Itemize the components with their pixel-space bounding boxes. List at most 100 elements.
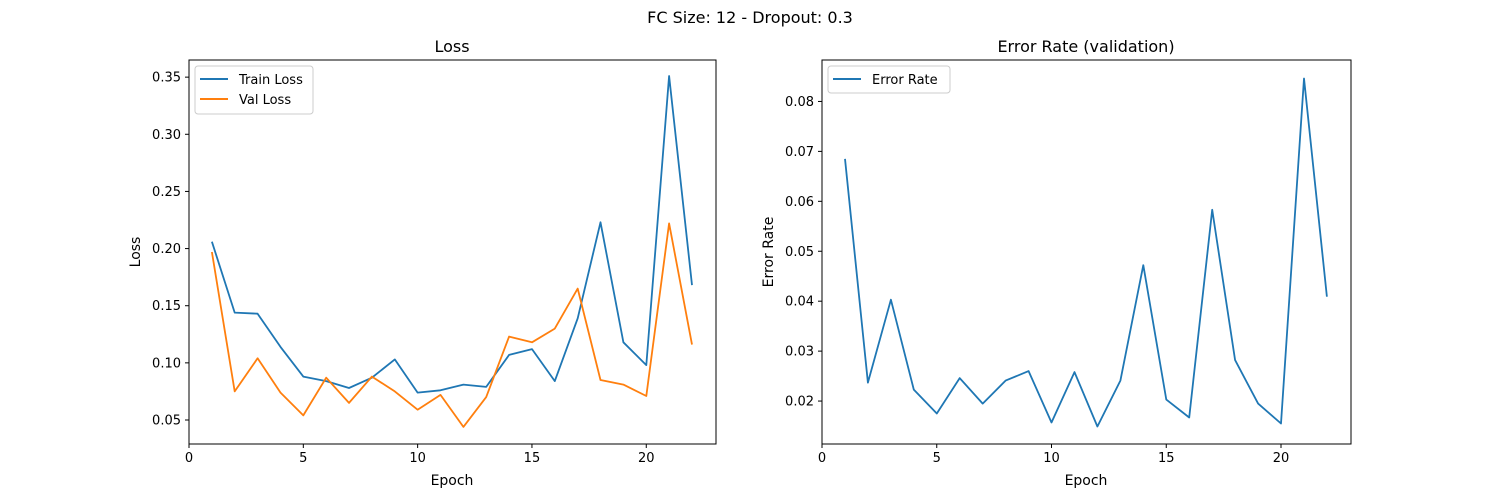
loss-x-axis-label: Epoch [431, 473, 474, 489]
loss-point-train-loss [347, 386, 352, 391]
loss-x-tick-label: 0 [185, 451, 193, 466]
loss-x-tick-label: 10 [409, 451, 426, 466]
error-rate-point-error-rate [1072, 370, 1077, 375]
error-rate-point-error-rate [934, 411, 939, 416]
loss-point-val-loss [598, 378, 603, 383]
error-rate-point-error-rate [1256, 401, 1261, 406]
error-rate-x-tick-label: 5 [933, 451, 941, 466]
loss-series-val-loss [211, 222, 693, 428]
error-rate-legend-box [827, 65, 951, 94]
loss-point-train-loss [438, 388, 443, 393]
loss-y-tick-label: 0.15 [152, 299, 181, 314]
loss-y-tick-label: 0.25 [152, 185, 181, 200]
loss-point-val-loss [369, 374, 374, 379]
loss-x-tick-label: 15 [524, 451, 541, 466]
loss-point-val-loss [552, 326, 557, 331]
loss-point-train-loss [392, 357, 397, 362]
error-rate-y-tick-label: 0.08 [785, 95, 814, 110]
loss-point-val-loss [415, 407, 420, 412]
error-rate-point-error-rate [1003, 378, 1008, 383]
loss-point-val-loss [667, 221, 672, 226]
loss-point-train-loss [484, 384, 489, 389]
loss-point-val-loss [461, 424, 466, 429]
loss-point-val-loss [621, 382, 626, 387]
loss-y-tick-label: 0.05 [152, 414, 181, 429]
error-rate-y-tick-label: 0.06 [785, 195, 814, 210]
loss-point-val-loss [438, 392, 443, 397]
loss-point-val-loss [575, 286, 580, 291]
loss-point-val-loss [301, 413, 306, 418]
error-rate-point-error-rate [888, 297, 893, 302]
error-rate-point-error-rate [865, 380, 870, 385]
loss-point-train-loss [507, 352, 512, 357]
loss-chart-title: Loss [434, 37, 469, 56]
error-rate-point-error-rate [1279, 421, 1284, 426]
error-rate-point-error-rate [980, 401, 985, 406]
error-rate-x-tick-label: 20 [1273, 451, 1290, 466]
error-rate-legend-label: Error Rate [872, 73, 938, 88]
error-rate-y-tick-label: 0.05 [785, 245, 814, 260]
error-rate-point-error-rate [1187, 415, 1192, 420]
loss-point-val-loss [232, 389, 237, 394]
loss-point-train-loss [301, 374, 306, 379]
loss-series-train-loss [211, 75, 693, 394]
error-rate-point-error-rate [1049, 420, 1054, 425]
error-rate-point-error-rate [1324, 294, 1329, 299]
error-rate-point-error-rate [1164, 397, 1169, 402]
loss-point-train-loss [689, 283, 694, 288]
error-rate-x-tick-label: 0 [818, 451, 826, 466]
loss-point-val-loss [507, 334, 512, 339]
loss-y-axis-label: Loss [128, 237, 144, 268]
loss-point-val-loss [255, 356, 260, 361]
error-rate-legend: Error Rate [827, 65, 951, 94]
error-rate-x-axis-label: Epoch [1065, 473, 1108, 489]
error-rate-x-tick-label: 10 [1043, 451, 1060, 466]
error-rate-point-error-rate [1141, 263, 1146, 268]
loss-chart: Loss Epoch Loss 0 5 10 15 20 0.05 0.10 0.15 0.20… [128, 37, 717, 489]
loss-point-val-loss [278, 390, 283, 395]
loss-point-train-loss [232, 310, 237, 315]
loss-point-train-loss [209, 239, 214, 244]
error-rate-point-error-rate [911, 387, 916, 392]
loss-point-train-loss [644, 363, 649, 368]
loss-point-val-loss [392, 389, 397, 394]
loss-lines [209, 74, 694, 429]
loss-x-tick-label: 5 [299, 451, 307, 466]
error-rate-plot-area [821, 59, 1352, 445]
loss-x-tick-label: 20 [638, 451, 655, 466]
loss-point-val-loss [324, 375, 329, 380]
loss-y-tick-label: 0.10 [152, 356, 181, 371]
loss-ticks: 0 5 10 15 20 0.05 0.10 0.15 0.20 0.25 0.30 0.35 [152, 71, 654, 466]
error-rate-y-tick-label: 0.07 [785, 145, 814, 160]
loss-point-train-loss [461, 382, 466, 387]
error-rate-y-axis-label: Error Rate [761, 217, 777, 288]
loss-point-train-loss [278, 344, 283, 349]
error-rate-ticks: 0 5 10 15 20 0.02 0.03 0.04 0.05 0.06 0.07 0.08 [785, 95, 1289, 466]
error-rate-y-tick-label: 0.03 [785, 345, 814, 360]
loss-point-train-loss [529, 347, 534, 352]
error-rate-point-error-rate [1210, 207, 1215, 212]
loss-point-train-loss [598, 220, 603, 225]
error-rate-y-tick-label: 0.04 [785, 295, 814, 310]
loss-y-tick-label: 0.20 [152, 242, 181, 257]
error-rate-chart: Error Rate (validation) Epoch Error Rate… [761, 37, 1352, 489]
loss-plot-area [188, 59, 717, 445]
error-rate-point-error-rate [842, 156, 847, 161]
error-rate-chart-title: Error Rate (validation) [997, 37, 1174, 56]
error-rate-x-tick-label: 15 [1158, 451, 1175, 466]
loss-point-val-loss [347, 400, 352, 405]
loss-y-tick-label: 0.30 [152, 128, 181, 143]
loss-point-train-loss [255, 311, 260, 316]
loss-legend-label-val: Val Loss [239, 93, 291, 108]
loss-point-train-loss [621, 340, 626, 345]
loss-legend: Train Loss Val Loss [194, 65, 314, 115]
error-rate-y-tick-label: 0.02 [785, 395, 814, 410]
figure-suptitle: FC Size: 12 - Dropout: 0.3 [647, 8, 853, 27]
loss-point-train-loss [667, 74, 672, 79]
loss-point-val-loss [209, 250, 214, 255]
loss-point-val-loss [689, 342, 694, 347]
error-rate-point-error-rate [1301, 76, 1306, 81]
loss-y-tick-label: 0.35 [152, 71, 181, 86]
error-rate-point-error-rate [1233, 358, 1238, 363]
